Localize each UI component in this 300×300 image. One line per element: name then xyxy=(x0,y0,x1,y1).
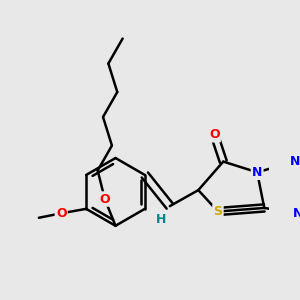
Text: H: H xyxy=(156,213,166,226)
Text: N: N xyxy=(290,155,300,168)
Text: S: S xyxy=(213,205,222,218)
Text: N: N xyxy=(293,207,300,220)
Text: O: O xyxy=(100,193,110,206)
Text: N: N xyxy=(252,166,262,179)
Text: O: O xyxy=(209,128,220,141)
Text: O: O xyxy=(56,207,67,220)
